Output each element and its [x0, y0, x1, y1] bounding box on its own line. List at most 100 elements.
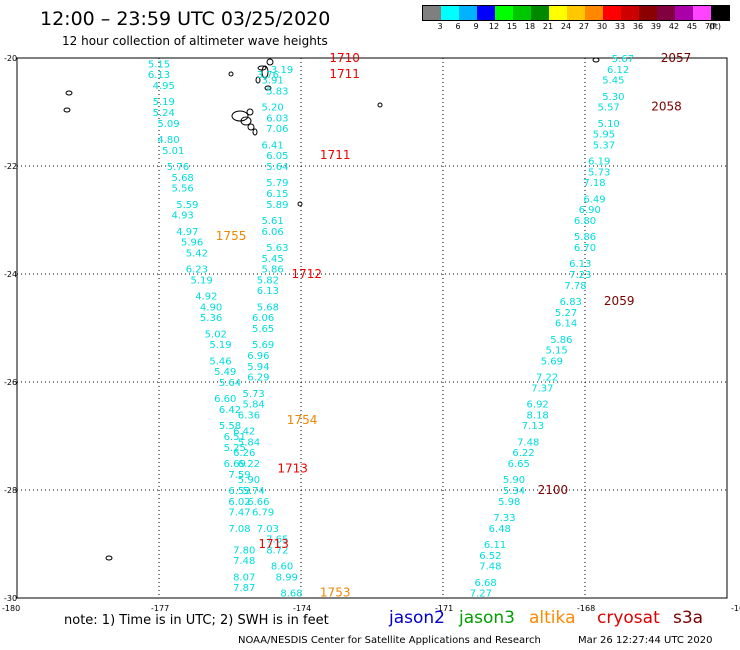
wave-height-label: 7.06	[266, 124, 288, 135]
legend-item-s3a: s3a	[673, 608, 704, 628]
wave-height-label: 6.42	[233, 427, 255, 438]
lat-tick-label: -20	[4, 54, 17, 63]
wave-height-label: 6.13	[569, 259, 591, 270]
wave-height-label: 6.66	[247, 497, 269, 508]
lat-tick-label: -22	[4, 162, 17, 171]
wave-height-label: 6.80	[574, 216, 596, 227]
wave-height-label: 5.96	[181, 238, 203, 249]
wave-height-label: 7.48	[479, 562, 501, 573]
color-scale-label: 6	[455, 22, 461, 31]
color-swatch	[477, 6, 495, 20]
wave-height-label: 7.78	[564, 281, 586, 292]
color-swatch	[639, 6, 657, 20]
wave-height-label: 6.36	[238, 410, 260, 421]
wave-height-label: 5.86	[550, 335, 572, 346]
wave-height-label: 6.03	[266, 113, 288, 124]
wave-height-label: 6.29	[247, 373, 269, 384]
island-outline	[297, 201, 303, 207]
color-swatch	[423, 6, 441, 20]
color-scale-label: 27	[578, 22, 590, 31]
legend-item-jason2: jason2	[389, 608, 445, 628]
wave-height-label: 5.65	[252, 324, 274, 335]
color-scale-label: 70	[704, 22, 716, 31]
wave-height-label: 8.60	[271, 562, 293, 573]
color-swatch	[495, 6, 513, 20]
lat-tick-label: -26	[4, 378, 17, 387]
wave-height-label: 6.53	[228, 486, 250, 497]
wave-height-label: 5.86	[261, 265, 283, 276]
lat-tick-label: -30	[4, 594, 17, 603]
page-title: 12:00 – 23:59 UTC 03/25/2020	[40, 8, 331, 30]
wave-height-label: 7.47	[228, 508, 250, 519]
wave-height-label: 7.18	[583, 178, 605, 189]
wave-height-label: 5.69	[541, 356, 563, 367]
wave-height-label: 7.33	[493, 513, 515, 524]
wave-height-label: 5.95	[593, 130, 615, 141]
wave-height-label: 5.24	[153, 108, 175, 119]
color-swatch	[531, 6, 549, 20]
wave-height-label: 5.25	[224, 443, 246, 454]
wave-height-label: 6.41	[261, 140, 283, 151]
wave-height-label: 6.68	[474, 578, 496, 589]
island-outline	[266, 58, 274, 66]
wave-height-label: 6.60	[214, 394, 236, 405]
island-outline	[592, 57, 600, 63]
wave-height-label: 7.65	[266, 535, 288, 546]
pass-time-label: 1755	[216, 229, 247, 243]
wave-height-label: 8.72	[266, 545, 288, 556]
island-outline	[228, 71, 234, 77]
color-scale-units: (ft)	[709, 22, 722, 31]
wave-height-label: 6.23	[186, 265, 208, 276]
island-outline	[231, 110, 249, 122]
color-scale-label: 9	[473, 22, 479, 31]
lon-tick-label: -168	[577, 604, 595, 613]
color-scale-label: 18	[524, 22, 536, 31]
wave-height-label: 5.27	[555, 308, 577, 319]
wave-height-label: 5.30	[602, 92, 624, 103]
wave-height-label: 5.64	[219, 378, 241, 389]
wave-height-label: 5.37	[593, 140, 615, 151]
wave-height-label: 5.02	[205, 329, 227, 340]
lon-tick-label: -180	[2, 604, 20, 613]
pass-time-label: 2057	[661, 51, 692, 65]
wave-height-label: 6.05	[266, 151, 288, 162]
island-outline	[65, 90, 73, 96]
wave-height-label: 7.22	[536, 373, 558, 384]
wave-height-label: 5.59	[176, 200, 198, 211]
wave-height-label: 7.48	[517, 437, 539, 448]
color-swatch	[549, 6, 567, 20]
island-outline	[63, 107, 71, 113]
wave-height-label: 5.61	[261, 216, 283, 227]
wave-height-label: 5.86	[574, 232, 596, 243]
color-scale-label: 36	[632, 22, 644, 31]
wave-height-label: 6.13	[148, 70, 170, 81]
color-scale-label: 24	[560, 22, 572, 31]
wave-height-label: 6.14	[555, 319, 577, 330]
legend-item-altika: altika	[529, 608, 576, 628]
pass-time-label: 1712	[292, 267, 323, 281]
wave-height-label: 6.96	[247, 351, 269, 362]
wave-height-label: 6.65	[508, 459, 530, 470]
wave-height-label: 4.92	[195, 292, 217, 303]
wave-height-label: 5.69	[252, 340, 274, 351]
color-scale-label: 42	[668, 22, 680, 31]
color-scale-label: 39	[650, 22, 662, 31]
note-text: note: 1) Time is in UTC; 2) SWH is in fe…	[64, 613, 329, 628]
wave-height-label: 8.68	[280, 589, 302, 600]
color-swatch	[711, 6, 729, 20]
color-swatch	[585, 6, 603, 20]
color-swatch	[621, 6, 639, 20]
color-swatch	[459, 6, 477, 20]
page-subtitle: 12 hour collection of altimeter wave hei…	[62, 34, 328, 48]
wave-height-label: 6.06	[261, 227, 283, 238]
wave-height-label: 5.01	[162, 146, 184, 157]
pass-time-label: 2058	[651, 100, 682, 114]
wave-height-label: 5.19	[209, 340, 231, 351]
wave-height-label: 5.10	[598, 119, 620, 130]
wave-height-label: 5.19	[190, 275, 212, 286]
pass-time-label: 1713	[277, 461, 308, 475]
lat-tick-label: -28	[4, 486, 17, 495]
color-swatch	[567, 6, 585, 20]
wave-height-label: 5.98	[498, 497, 520, 508]
